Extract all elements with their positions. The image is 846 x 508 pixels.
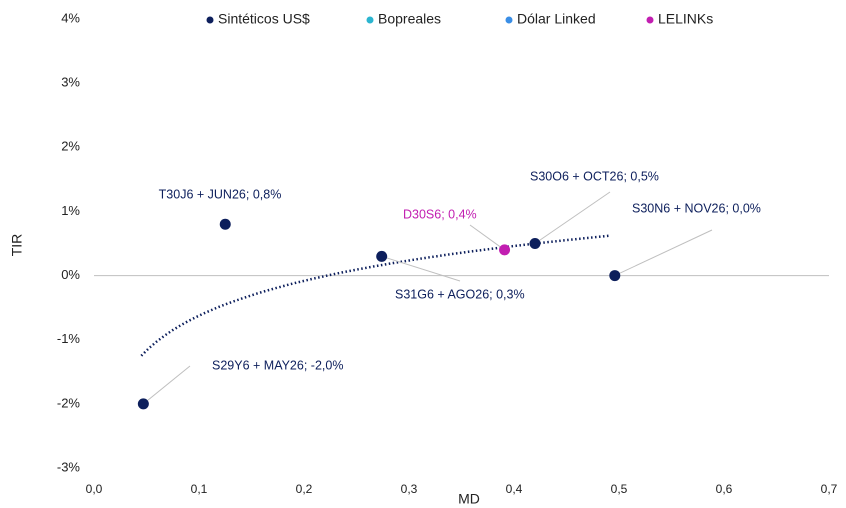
- x-axis-title: MD: [458, 491, 480, 507]
- x-tick-label: 0,3: [401, 482, 418, 496]
- leader-line: [534, 191, 611, 244]
- point-label: T30J6 + JUN26; 0,8%: [159, 187, 282, 201]
- point: [219, 218, 231, 230]
- legend-marker: [505, 16, 513, 24]
- leader-line: [143, 365, 191, 405]
- point: [376, 250, 388, 262]
- point-label: S29Y6 + MAY26; -2,0%: [212, 358, 343, 372]
- y-tick-label: 4%: [61, 10, 80, 25]
- x-tick-label: 0,1: [191, 482, 208, 496]
- point-label: S30O6 + OCT26; 0,5%: [530, 169, 659, 183]
- y-tick-label: 2%: [61, 139, 80, 154]
- y-tick-label: 1%: [61, 203, 80, 218]
- x-tick-label: 0,5: [611, 482, 628, 496]
- legend-label: LELINKs: [658, 11, 713, 27]
- legend-label: Sintéticos US$: [218, 11, 310, 27]
- point: [499, 244, 511, 256]
- point-label: D30S6; 0,4%: [403, 207, 477, 221]
- y-tick-label: -3%: [57, 459, 81, 474]
- y-tick-label: -2%: [57, 395, 81, 410]
- legend-label: Dólar Linked: [517, 11, 596, 27]
- leader-line: [614, 229, 713, 277]
- leader-line: [469, 224, 505, 251]
- point-label: S31G6 + AGO26; 0,3%: [395, 287, 525, 301]
- x-tick-label: 0,6: [716, 482, 733, 496]
- legend-marker: [206, 16, 214, 24]
- legend-marker: [646, 16, 654, 24]
- x-tick-label: 0,0: [86, 482, 103, 496]
- point: [137, 398, 149, 410]
- legend-marker: [366, 16, 374, 24]
- point: [609, 270, 621, 282]
- leader-line: [381, 255, 461, 282]
- x-tick-label: 0,2: [296, 482, 313, 496]
- legend-label: Bopreales: [378, 11, 441, 27]
- trendline: [140, 234, 609, 357]
- point: [529, 238, 541, 249]
- y-axis-title: TIR: [9, 234, 25, 257]
- point-label: S30N6 + NOV26; 0,0%: [632, 201, 761, 215]
- x-tick-label: 0,7: [821, 482, 838, 496]
- y-tick-label: 3%: [61, 75, 80, 90]
- y-tick-label: -1%: [57, 331, 81, 346]
- y-tick-label: 0%: [61, 267, 80, 282]
- x-tick-label: 0,4: [506, 482, 523, 496]
